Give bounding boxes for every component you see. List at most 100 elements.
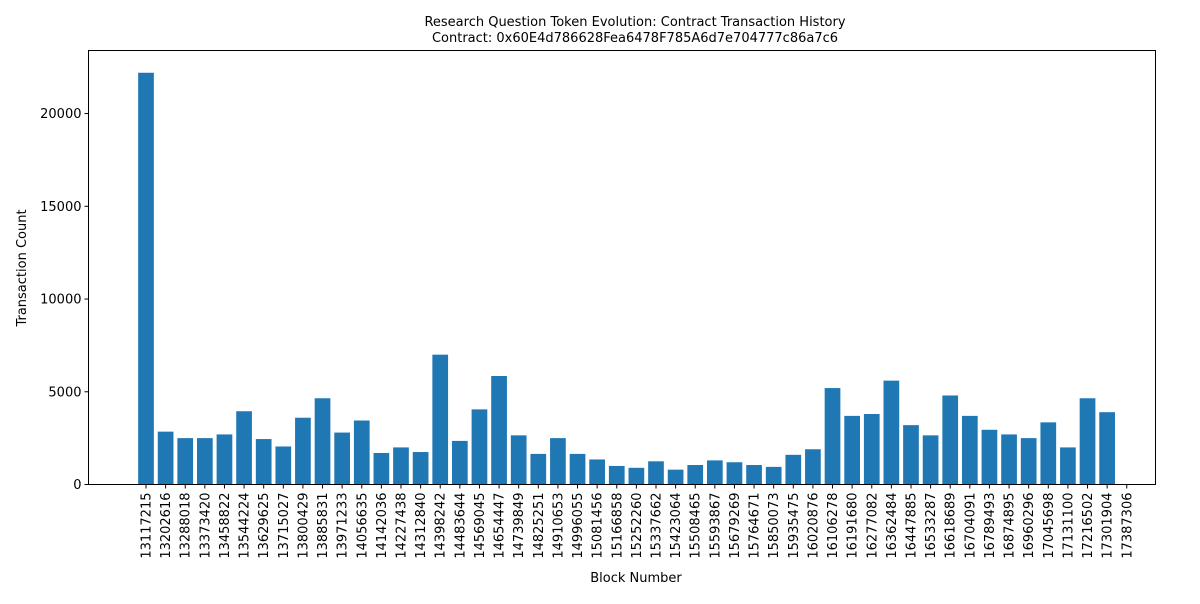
x-tick-label: 13800429 bbox=[296, 493, 311, 559]
x-tick-label: 14398242 bbox=[434, 493, 449, 559]
bar-13202616 bbox=[157, 431, 174, 485]
x-tick-label: 15850073 bbox=[767, 493, 782, 559]
x-tick-label: 14910653 bbox=[551, 493, 566, 559]
bar-15508465 bbox=[687, 465, 704, 485]
bar-16533287 bbox=[922, 435, 939, 485]
plot-area-frame bbox=[88, 50, 1156, 485]
bar-17131100 bbox=[1060, 447, 1076, 485]
bar-13288018 bbox=[177, 438, 194, 485]
x-tick-label: 16191680 bbox=[846, 493, 861, 559]
bar-16704091 bbox=[961, 415, 978, 485]
bar-14398242 bbox=[432, 354, 449, 485]
x-tick-label: 14483644 bbox=[453, 493, 468, 559]
x-tick-label: 13117215 bbox=[140, 493, 155, 559]
x-tick-label: 14996055 bbox=[571, 493, 586, 559]
bar-15337662 bbox=[648, 461, 664, 485]
x-tick-label: 14739849 bbox=[512, 493, 527, 559]
bar-14739849 bbox=[510, 435, 527, 485]
x-tick-label: 16789493 bbox=[983, 493, 998, 559]
bar-14312840 bbox=[412, 452, 429, 485]
bar-14227438 bbox=[393, 447, 409, 485]
bar-16960296 bbox=[1020, 438, 1037, 485]
bar-17045698 bbox=[1040, 422, 1057, 485]
y-tick-label: 0 bbox=[73, 478, 81, 493]
bar-13629625 bbox=[255, 439, 272, 485]
x-tick-label: 13458822 bbox=[218, 493, 233, 559]
y-tick-label: 20000 bbox=[40, 107, 81, 122]
chart-subtitle: Contract: 0x60E4d786628Fea6478F785A6d7e7… bbox=[432, 31, 838, 46]
x-tick-label: 14056635 bbox=[355, 493, 370, 559]
x-tick-label: 14825251 bbox=[532, 493, 547, 559]
bar-13971233 bbox=[334, 432, 350, 485]
x-tick-label: 15679269 bbox=[728, 493, 743, 559]
bar-16618689 bbox=[942, 395, 959, 485]
bar-17301904 bbox=[1099, 412, 1115, 485]
bar-13885831 bbox=[314, 398, 331, 485]
x-tick-label: 16704091 bbox=[963, 493, 978, 559]
chart-title: Research Question Token Evolution: Contr… bbox=[424, 15, 845, 30]
bar-15850073 bbox=[765, 466, 782, 485]
x-axis-ticks: 13117215 13202616 13288018 13373420 13458822… bbox=[140, 484, 1135, 559]
x-tick-label: 13288018 bbox=[179, 493, 194, 559]
bar-14654447 bbox=[491, 376, 507, 485]
x-tick-label: 15166858 bbox=[610, 493, 625, 559]
bar-13544224 bbox=[236, 411, 252, 485]
x-tick-label: 16362484 bbox=[885, 493, 900, 559]
bar-16874895 bbox=[1001, 434, 1017, 485]
x-tick-label: 17216502 bbox=[1081, 493, 1096, 559]
bar-14825251 bbox=[530, 453, 547, 485]
bar-16277082 bbox=[863, 414, 880, 485]
x-tick-label: 13544224 bbox=[238, 493, 253, 559]
x-tick-label: 17387306 bbox=[1120, 493, 1135, 559]
x-tick-label: 16618689 bbox=[944, 493, 959, 559]
bar-15679269 bbox=[726, 462, 743, 485]
x-tick-label: 13715027 bbox=[277, 493, 292, 559]
y-axis-ticks: 0 5000 10000 15000 20000 bbox=[40, 107, 89, 493]
y-tick-label: 15000 bbox=[40, 200, 81, 215]
x-tick-label: 16020876 bbox=[806, 493, 821, 559]
bar-15764671 bbox=[746, 465, 762, 485]
bar-15166858 bbox=[608, 465, 625, 485]
bar-14142036 bbox=[373, 452, 390, 485]
x-tick-label: 14654447 bbox=[493, 493, 508, 559]
x-tick-label: 16277082 bbox=[865, 493, 880, 559]
x-tick-label: 14227438 bbox=[394, 493, 409, 559]
bar-15252260 bbox=[628, 467, 645, 485]
x-tick-label: 17301904 bbox=[1101, 493, 1116, 559]
bar-15081456 bbox=[589, 459, 605, 485]
x-tick-label: 16533287 bbox=[924, 493, 939, 559]
bar-16362484 bbox=[883, 380, 900, 485]
x-tick-label: 13971233 bbox=[336, 493, 351, 559]
x-tick-label: 16447885 bbox=[904, 493, 919, 559]
bar-14483644 bbox=[451, 440, 468, 485]
bar-15935475 bbox=[785, 454, 802, 485]
x-tick-label: 14569045 bbox=[473, 493, 488, 559]
x-tick-label: 15508465 bbox=[689, 493, 704, 559]
x-tick-label: 16874895 bbox=[1003, 493, 1018, 559]
bar-14056635 bbox=[353, 420, 370, 485]
bar-16106278 bbox=[824, 388, 841, 485]
bars-group bbox=[138, 72, 1115, 485]
x-tick-label: 15081456 bbox=[591, 493, 606, 559]
bar-13117215 bbox=[138, 72, 154, 485]
x-tick-label: 15423064 bbox=[669, 493, 684, 559]
bar-13458822 bbox=[216, 434, 233, 485]
y-tick-label: 10000 bbox=[40, 293, 81, 308]
bar-14910653 bbox=[550, 438, 566, 485]
bar-16191680 bbox=[844, 415, 860, 485]
x-tick-label: 14312840 bbox=[414, 493, 429, 559]
bar-16020876 bbox=[805, 449, 821, 485]
x-tick-label: 13629625 bbox=[257, 493, 272, 559]
x-tick-label: 15252260 bbox=[630, 493, 645, 559]
x-tick-label: 15593867 bbox=[708, 493, 723, 559]
x-tick-label: 17131100 bbox=[1061, 493, 1076, 559]
x-tick-label: 14142036 bbox=[375, 493, 390, 559]
x-tick-label: 13885831 bbox=[316, 493, 331, 559]
bar-16789493 bbox=[981, 429, 998, 485]
x-tick-label: 16106278 bbox=[826, 493, 841, 559]
bar-14996055 bbox=[569, 453, 586, 485]
bar-13715027 bbox=[275, 446, 292, 485]
bar-17216502 bbox=[1079, 398, 1096, 485]
